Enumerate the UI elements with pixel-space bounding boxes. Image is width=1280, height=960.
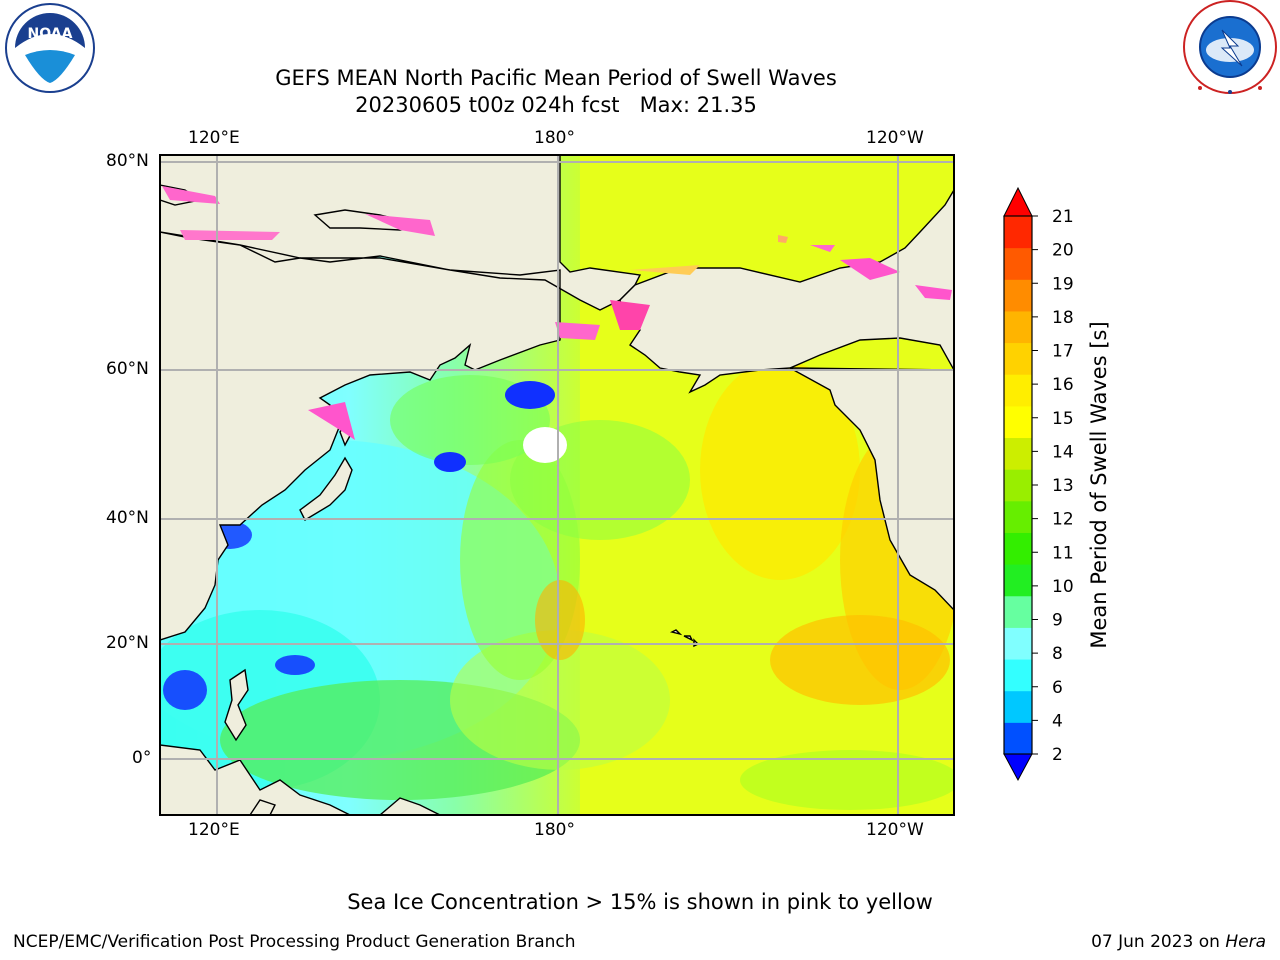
colorbar-tick-label: 2	[1052, 745, 1063, 765]
colorbar-band	[1004, 469, 1032, 502]
noaa-logo: NOAA	[5, 3, 95, 93]
sea-ice-overlay	[162, 186, 952, 440]
colorbar-tick-label: 4	[1052, 711, 1063, 731]
colorbar-band	[1004, 405, 1032, 439]
colorbar-tick-label: 19	[1052, 274, 1074, 294]
colorbar-tick-label: 21	[1052, 207, 1074, 227]
lon-label-top-180: 180°	[534, 128, 575, 148]
colorbar-tick-label: 15	[1052, 409, 1074, 429]
colorbar-band	[1004, 690, 1032, 723]
colorbar-band	[1004, 279, 1032, 312]
colorbar-tick-label: 9	[1052, 611, 1063, 631]
nws-logo	[1183, 0, 1277, 94]
colorbar-tick-label: 14	[1052, 442, 1074, 462]
colorbar-band	[1004, 722, 1032, 755]
colorbar-over-triangle	[1003, 186, 1033, 217]
colorbar-band	[1004, 216, 1032, 249]
colorbar-band	[1004, 564, 1032, 597]
gridlines	[160, 155, 954, 815]
colorbar-tick-label: 13	[1052, 476, 1074, 496]
footer-host: Hera	[1225, 932, 1266, 952]
colorbar-ticks: 2 4 6 8 9 10 11 12 13 14 15 16 17 18 19 20 21	[1032, 207, 1074, 765]
colorbar-band	[1004, 532, 1032, 565]
colorbar-band	[1004, 627, 1032, 660]
colorbar-tick-label: 20	[1052, 241, 1074, 261]
lon-label-top-120w: 120°W	[866, 128, 924, 148]
lat-label-40n: 40°N	[106, 508, 149, 528]
north-america-coast	[789, 155, 954, 612]
colorbar-tick-label: 18	[1052, 308, 1074, 328]
lon-label-top-120e: 120°E	[188, 128, 240, 148]
sea-ice-footnote: Sea Ice Concentration > 15% is shown in …	[347, 890, 933, 914]
map-frame	[159, 154, 955, 816]
colorbar-band	[1004, 659, 1032, 692]
chart-title: GEFS MEAN North Pacific Mean Period of S…	[275, 66, 837, 90]
colorbar-tick-label: 11	[1052, 543, 1074, 563]
colorbar-tick-label: 17	[1052, 342, 1074, 362]
lon-label-bottom-120w: 120°W	[866, 820, 924, 840]
colorbar-tick-label: 8	[1052, 644, 1063, 664]
colorbar-band	[1004, 247, 1032, 280]
colorbar-tick-label: 16	[1052, 375, 1074, 395]
colorbar-label: Mean Period of Swell Waves [s]	[1087, 321, 1111, 648]
colorbar-band	[1004, 310, 1032, 344]
lat-label-20n: 20°N	[106, 633, 149, 653]
lon-label-bottom-180: 180°	[534, 820, 575, 840]
philippines-islands	[224, 668, 249, 742]
colorbar-band	[1004, 342, 1032, 375]
footer-right: 07 Jun 2023 on Hera	[1091, 932, 1266, 952]
land-masses	[160, 155, 954, 815]
colorbar-tick-label: 10	[1052, 577, 1074, 597]
footer-left: NCEP/EMC/Verification Post Processing Pr…	[13, 932, 576, 952]
maritime-continent	[160, 744, 441, 815]
colorbar-bands	[1004, 216, 1032, 755]
colorbar-band	[1004, 500, 1032, 533]
chart-subtitle: 20230605 t00z 024h fcst Max: 21.35	[355, 93, 757, 117]
lat-label-0: 0°	[132, 748, 152, 768]
colorbar-band	[1004, 437, 1032, 470]
lat-label-80n: 80°N	[106, 151, 149, 171]
colorbar-tick-label: 12	[1052, 510, 1074, 530]
colorbar-tick-label: 6	[1052, 678, 1063, 698]
footer-date: 07 Jun 2023 on	[1091, 932, 1226, 952]
lon-label-bottom-120e: 120°E	[188, 820, 240, 840]
colorbar-band	[1004, 595, 1032, 628]
colorbar-under-triangle	[1003, 753, 1033, 782]
colorbar: 2 4 6 8 9 10 11 12 13 14 15 16 17 18 19 20 21 Mean Perio…	[1003, 186, 1111, 782]
lat-label-60n: 60°N	[106, 359, 149, 379]
colorbar-band	[1004, 374, 1032, 407]
asia-landmass	[160, 155, 642, 641]
noaa-logo-text: NOAA	[28, 26, 73, 42]
